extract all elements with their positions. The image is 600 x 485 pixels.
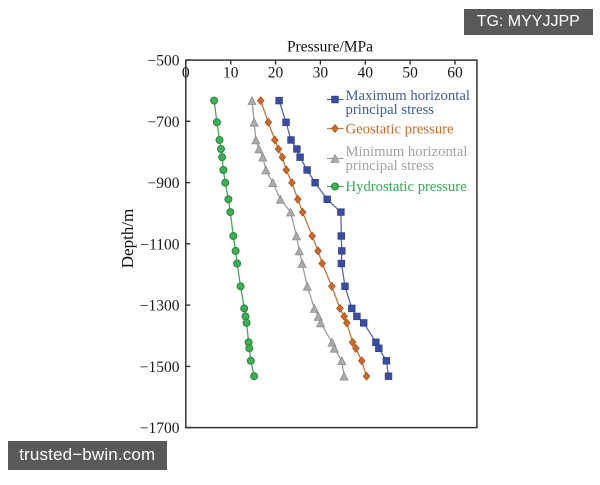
svg-text:30: 30 <box>313 65 329 82</box>
svg-text:−1500: −1500 <box>140 359 180 376</box>
svg-text:−500: −500 <box>148 53 180 70</box>
svg-text:Geostatic pressure: Geostatic pressure <box>346 121 455 137</box>
svg-text:Minimum horizontal: Minimum horizontal <box>346 144 468 160</box>
svg-text:40: 40 <box>358 65 374 82</box>
svg-text:−1100: −1100 <box>140 236 179 253</box>
svg-text:Depth/m: Depth/m <box>118 209 137 269</box>
svg-text:−900: −900 <box>148 175 180 192</box>
svg-text:Pressure/MPa: Pressure/MPa <box>287 39 373 56</box>
svg-text:−1700: −1700 <box>140 420 180 437</box>
svg-text:10: 10 <box>223 65 239 82</box>
svg-text:0: 0 <box>182 65 190 82</box>
svg-text:−1300: −1300 <box>140 298 180 315</box>
svg-text:Hydrostatic pressure: Hydrostatic pressure <box>346 179 468 195</box>
svg-text:−700: −700 <box>148 114 180 131</box>
svg-text:60: 60 <box>447 65 463 82</box>
svg-text:50: 50 <box>402 65 418 82</box>
svg-text:20: 20 <box>268 65 284 82</box>
svg-text:principal stress: principal stress <box>346 158 435 174</box>
svg-text:Maximum horizontal: Maximum horizontal <box>346 88 470 104</box>
svg-text:principal stress: principal stress <box>346 102 435 118</box>
